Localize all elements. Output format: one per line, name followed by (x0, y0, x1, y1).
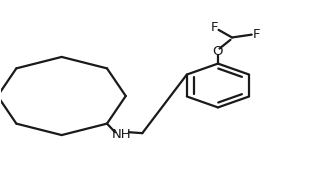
Text: F: F (211, 21, 219, 34)
Text: NH: NH (112, 128, 132, 141)
Text: F: F (253, 28, 260, 41)
Text: O: O (213, 45, 223, 58)
